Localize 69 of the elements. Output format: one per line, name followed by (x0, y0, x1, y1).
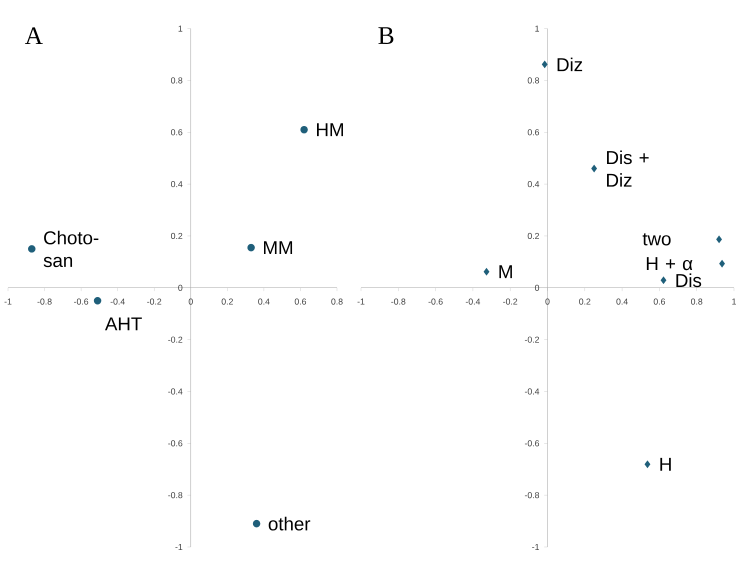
point (591, 164, 597, 172)
x-tick-label: 0.2 (579, 298, 590, 305)
x-tick-label: -0.4 (466, 298, 480, 305)
x-tick-label: 0.8 (331, 298, 343, 305)
y-tick-label: -1 (532, 544, 540, 550)
x-tick-label: -0.8 (37, 298, 52, 305)
y-tick-label: -0.6 (524, 440, 540, 446)
x-tick-label: 0 (188, 298, 193, 305)
point (252, 520, 260, 528)
y-tick-label: -0.2 (168, 336, 182, 343)
x-tick-label: 0 (545, 298, 550, 305)
x-tick-label: 0.6 (654, 298, 666, 305)
point (300, 126, 308, 134)
x-tick-label: 0.8 (691, 298, 702, 305)
annotation: Dis (676, 273, 702, 288)
annotation: M (499, 265, 512, 278)
y-tick-label: -0.4 (524, 388, 540, 395)
y-tick-label: 0 (178, 284, 182, 291)
point (94, 297, 102, 304)
x-tick-label: -0.2 (503, 298, 518, 305)
annotation: H (660, 458, 671, 471)
annotation: HM (317, 123, 343, 136)
y-tick-label: 0.8 (171, 77, 182, 84)
point (644, 460, 650, 468)
annotation: AHT (104, 317, 142, 330)
y-tick-label: -0.4 (168, 388, 182, 395)
x-tick-label: -1 (358, 298, 364, 304)
x-tick-label: -0.6 (428, 298, 443, 305)
annotation: two (642, 233, 671, 246)
chart-title: B (378, 27, 394, 44)
y-tick-label: 0 (534, 284, 540, 291)
x-tick-label: -0.4 (110, 298, 125, 305)
y-tick-label: 0.4 (171, 181, 182, 188)
point (28, 245, 36, 253)
annotation: H + α (646, 257, 692, 270)
y-tick-label: 0.2 (171, 232, 182, 240)
y-tick-label: -0.6 (168, 440, 182, 446)
point (719, 260, 725, 268)
y-tick-label: 0.2 (528, 232, 540, 240)
y-tick-label: 1 (178, 26, 182, 32)
point (660, 276, 666, 284)
annotation: Choto-san (44, 230, 98, 268)
annotation: other (268, 516, 310, 531)
y-tick-label: 0.6 (171, 129, 182, 136)
annotation: Dis + Diz (607, 150, 649, 187)
point (716, 236, 722, 244)
x-tick-label: 0.4 (258, 298, 270, 305)
y-tick-label: -0.8 (524, 492, 540, 498)
point (484, 268, 490, 276)
y-tick-label: 0.4 (528, 181, 540, 188)
x-tick-label: 0.4 (616, 298, 628, 305)
annotation: Diz (558, 58, 582, 72)
x-tick-label: -0.8 (391, 298, 406, 305)
x-tick-label: -0.6 (74, 298, 88, 305)
y-tick-label: -0.2 (524, 336, 540, 343)
x-tick-label: 0.2 (222, 298, 233, 305)
annotation: MM (264, 241, 292, 254)
y-tick-label: 0.6 (528, 129, 540, 136)
point (247, 244, 255, 252)
x-tick-label: -1 (4, 298, 12, 304)
point (542, 60, 548, 68)
y-tick-label: 1 (535, 26, 540, 32)
y-tick-label: -1 (175, 544, 182, 550)
y-tick-label: -0.8 (168, 492, 182, 498)
x-tick-label: 0.6 (294, 298, 306, 305)
x-tick-label: -0.2 (147, 298, 162, 305)
y-tick-label: 0.8 (528, 77, 540, 84)
chart-title: A (24, 27, 43, 44)
x-tick-label: 1 (732, 298, 736, 304)
